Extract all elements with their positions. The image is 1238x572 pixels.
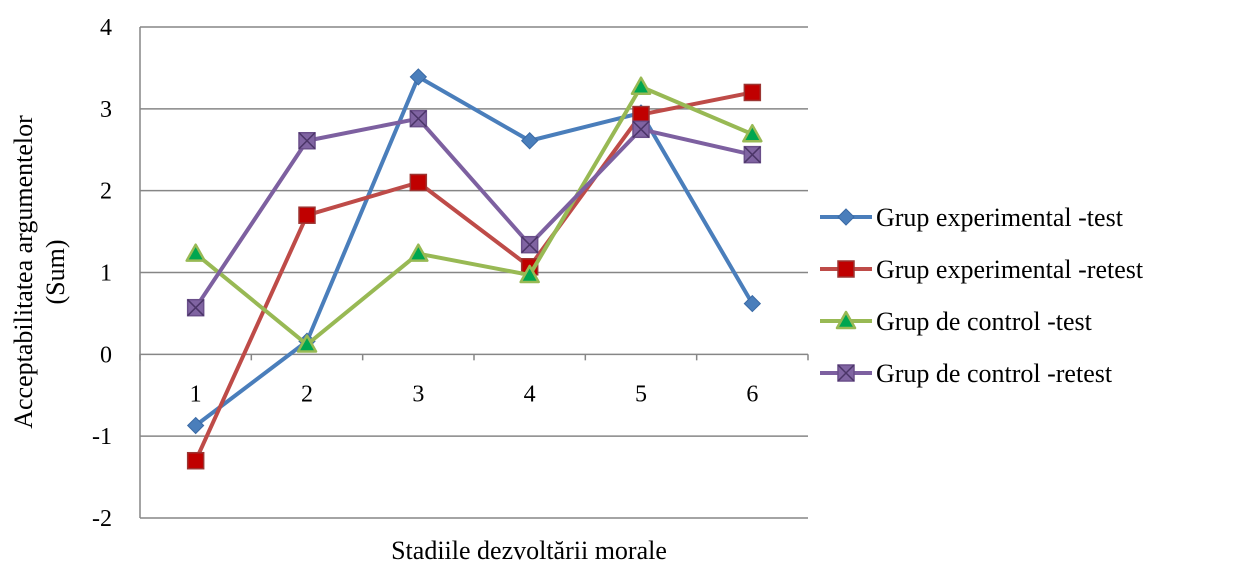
data-point [630, 76, 652, 95]
y-tick-label: 2 [100, 179, 112, 205]
legend-label: Grup de control -retest [876, 359, 1113, 388]
x-tick-label: 1 [190, 381, 202, 407]
data-point [743, 145, 762, 164]
y-axis-title: Acceptabilitatea argumentelor (Sum) [9, 115, 70, 429]
data-point [296, 334, 318, 353]
series-2 [186, 83, 762, 470]
x-axis-title: Stadiile dezvoltării morale [391, 536, 667, 565]
legend-item: Grup de control -retest [820, 359, 1113, 388]
series-4 [186, 109, 762, 317]
y-tick-label: 1 [100, 261, 112, 287]
legend-marker [835, 310, 857, 330]
legend-label: Grup de control -test [876, 307, 1093, 336]
series-line [193, 74, 755, 428]
data-point [186, 298, 205, 317]
legend-marker [837, 364, 855, 382]
x-tick-label: 4 [524, 381, 536, 407]
x-tick-label: 5 [635, 381, 647, 407]
y-tick-label: 3 [100, 97, 112, 123]
legend-label: Grup experimental -test [876, 203, 1124, 232]
data-point [298, 131, 316, 150]
series-1 [186, 68, 762, 435]
y-tick-label: 4 [100, 15, 112, 41]
legend-label: Grup experimental -retest [876, 255, 1144, 284]
data-point [519, 264, 540, 284]
data-point [186, 451, 205, 470]
y-axis-title-line-2: (Sum) [41, 240, 70, 305]
y-tick-label: 0 [100, 342, 112, 368]
series-line [193, 84, 755, 347]
data-point [742, 123, 763, 143]
data-point [409, 109, 428, 128]
data-point [632, 105, 650, 124]
data-point [520, 235, 539, 254]
data-point [408, 243, 429, 262]
legend-marker [837, 260, 855, 278]
series-layer [185, 68, 763, 470]
series-3 [185, 76, 763, 353]
legend-item: Grup experimental -retest [820, 255, 1144, 284]
x-tick-label: 6 [746, 381, 758, 407]
data-point [409, 173, 428, 192]
series-line [193, 116, 755, 310]
data-point [409, 68, 428, 86]
y-tick-label: -1 [92, 424, 112, 450]
legend-marker [837, 208, 855, 226]
legend-item: Grup experimental -test [820, 203, 1124, 232]
y-axis-title-line-1: Acceptabilitatea argumentelor [9, 115, 38, 429]
data-point [743, 294, 762, 313]
data-point [520, 132, 539, 150]
y-tick-label: -2 [92, 506, 112, 532]
axis-layer: -2 -1 0 1 2 3 4 1 2 3 4 5 6 [92, 15, 809, 532]
series-line [193, 90, 755, 463]
x-tick-label: 3 [412, 381, 424, 407]
data-point [298, 206, 316, 224]
data-point [632, 120, 650, 139]
legend-item: Grup de control -test [820, 307, 1093, 336]
legend: Grup experimental -test Grup experimental… [820, 203, 1144, 388]
x-tick-label: 2 [301, 381, 313, 407]
data-point [186, 416, 205, 435]
data-point [185, 243, 206, 262]
data-point [743, 83, 762, 102]
